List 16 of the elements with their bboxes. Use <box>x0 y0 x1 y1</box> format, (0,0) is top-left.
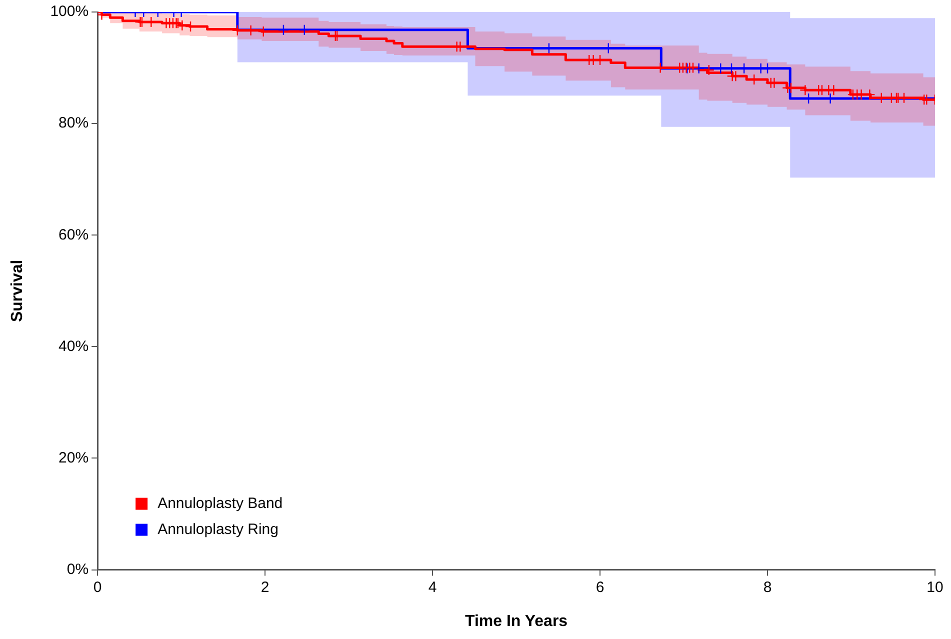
x-axis-title: Time In Years <box>464 612 568 630</box>
y-tick-label: 80% <box>58 114 89 132</box>
x-tick-label: 4 <box>428 578 437 596</box>
x-tick-label: 8 <box>763 578 772 596</box>
y-tick-label: 40% <box>58 338 89 355</box>
y-axis-title: Survival <box>9 260 26 322</box>
legend-label: Annuloplasty Ring <box>158 520 278 538</box>
y-tick-label: 20% <box>58 449 89 466</box>
x-tick-label: 6 <box>596 578 604 596</box>
y-tick-label: 100% <box>50 3 89 20</box>
x-tick-label: 0 <box>93 578 102 596</box>
y-tick-label: 60% <box>58 226 89 244</box>
legend-label: Annuloplasty Band <box>158 494 283 512</box>
x-tick-label: 10 <box>926 578 944 596</box>
y-tick-label: 0% <box>66 560 89 578</box>
x-tick-label: 2 <box>260 578 270 596</box>
